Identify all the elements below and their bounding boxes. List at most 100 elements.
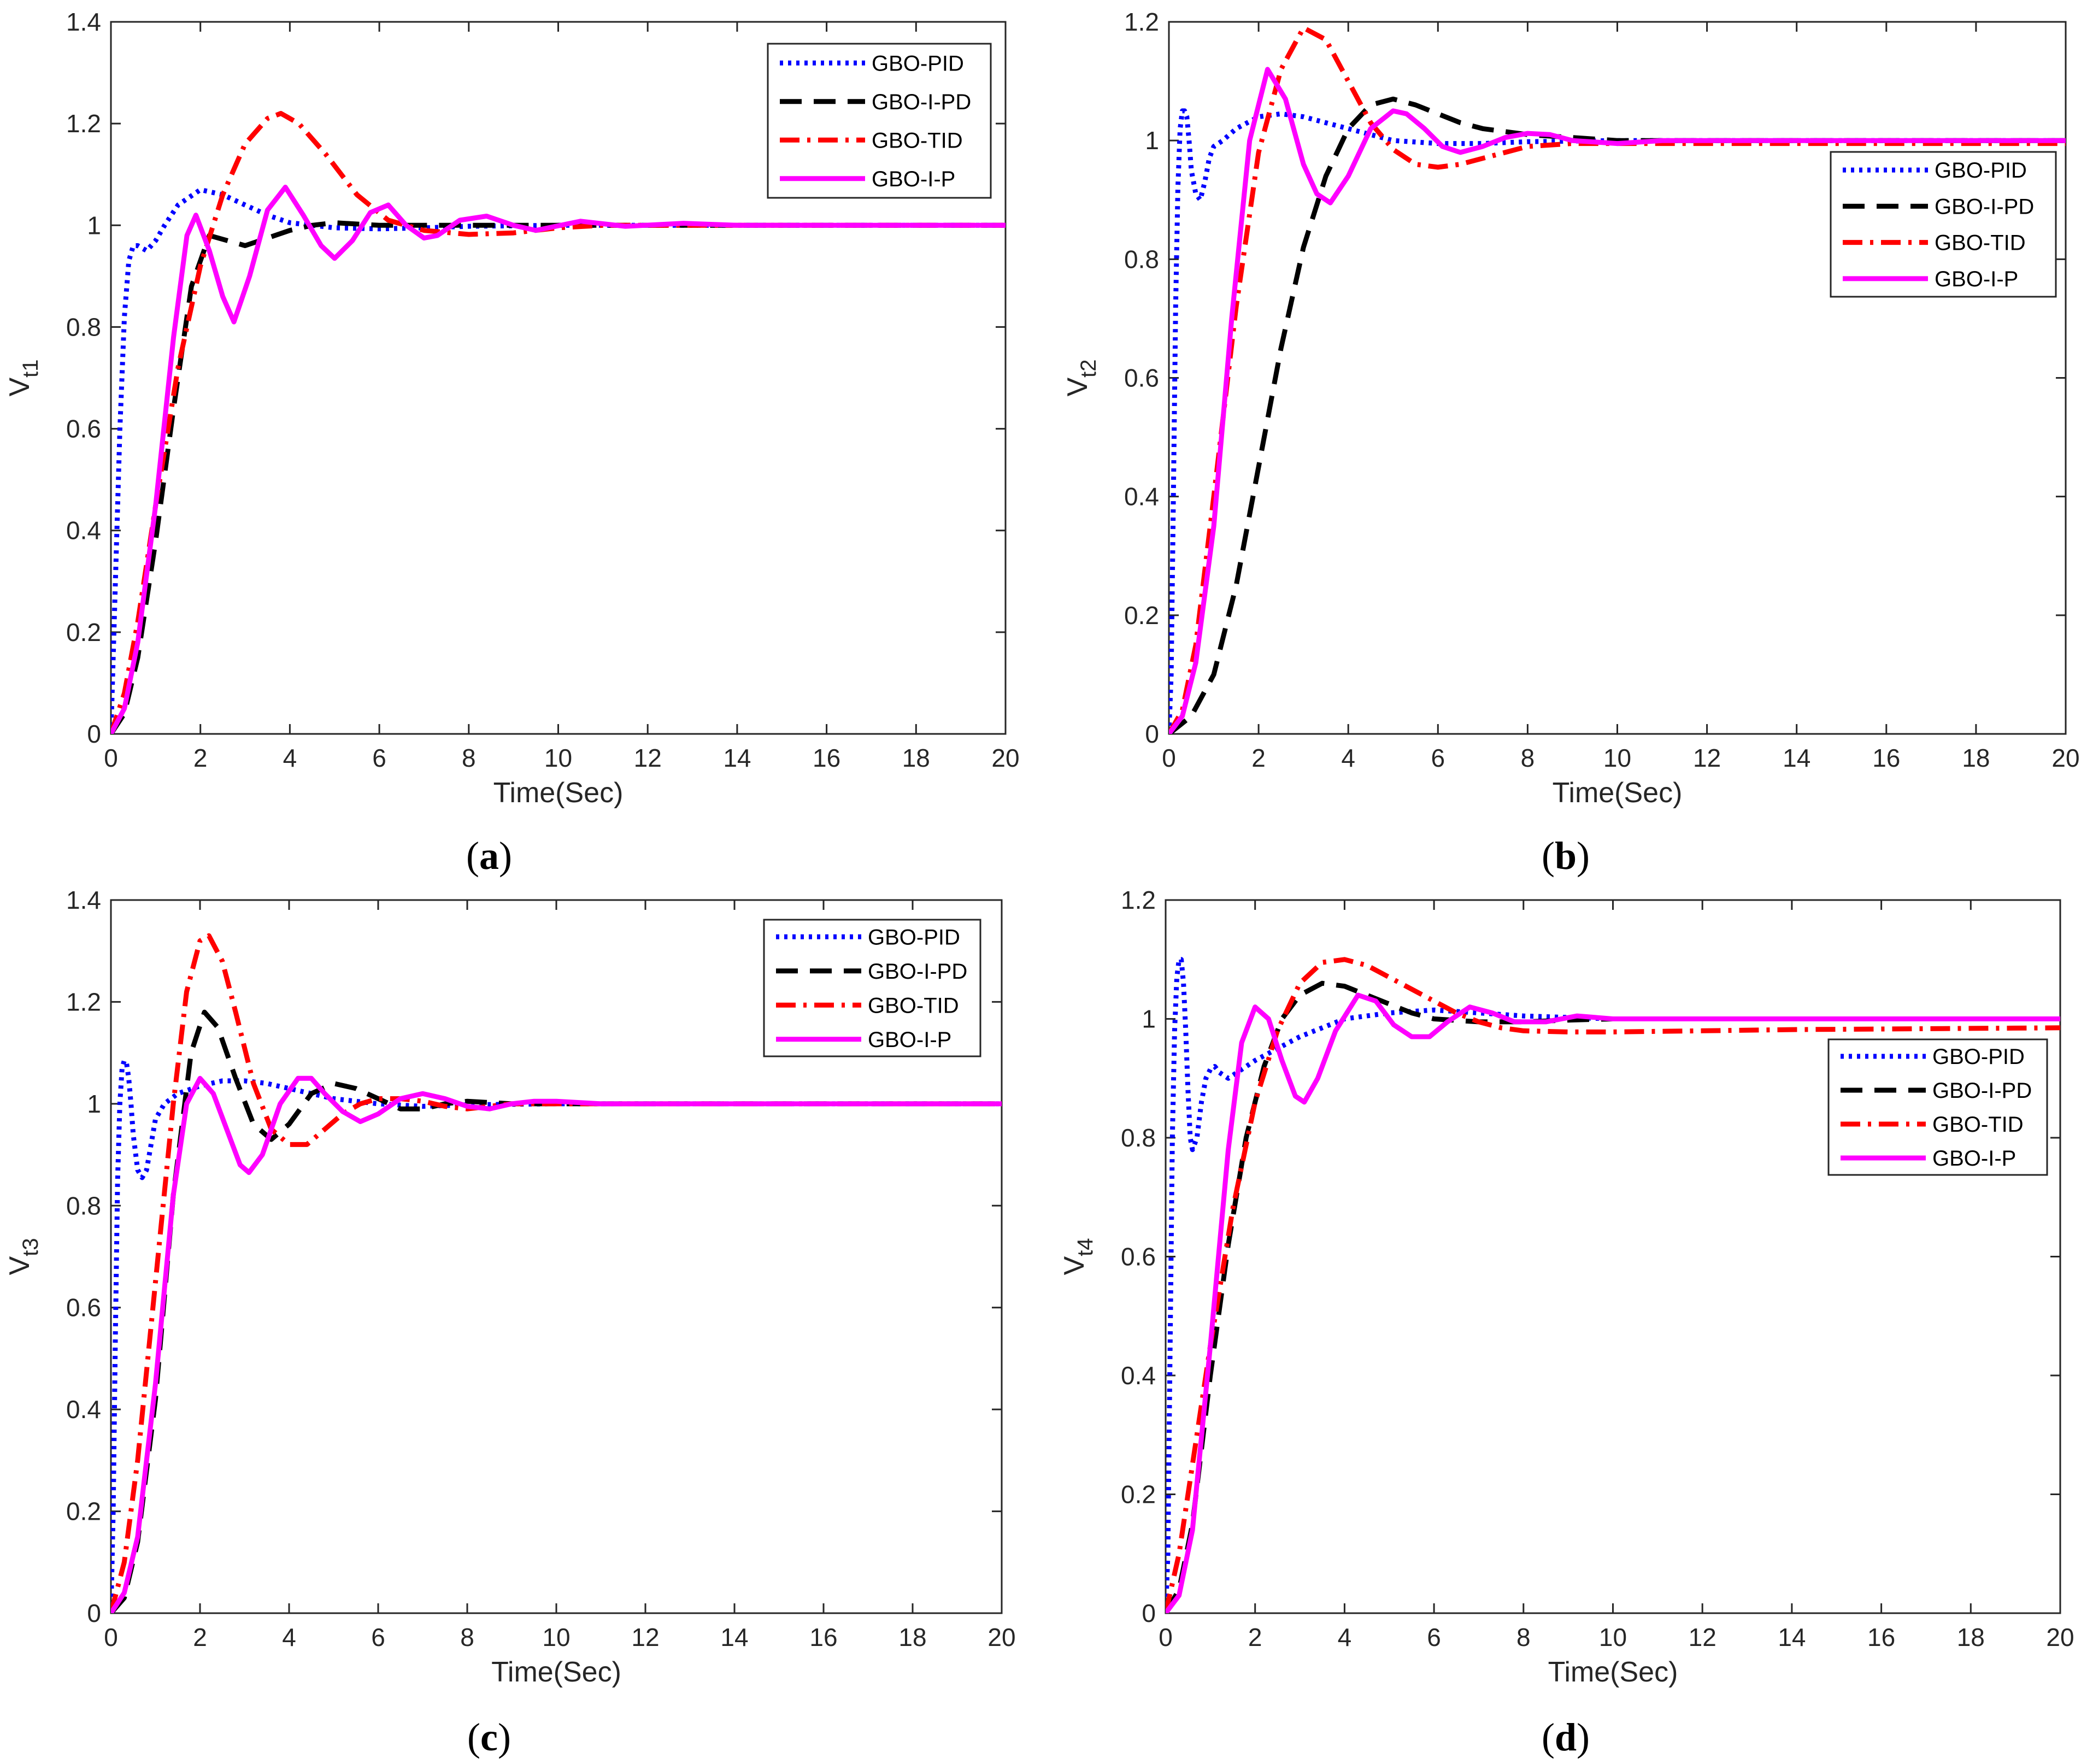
x-tick-label: 14 (1783, 744, 1810, 772)
x-tick-label: 14 (723, 744, 751, 772)
x-tick-label: 10 (1599, 1623, 1627, 1651)
legend-label: GBO-PID (872, 51, 964, 75)
y-tick-label: 1 (1142, 1005, 1156, 1033)
legend-label: GBO-I-P (1935, 267, 2018, 291)
y-tick-label: 0.8 (66, 313, 101, 341)
y-tick-label: 0 (1142, 1599, 1156, 1627)
chart-panel-d: 0 2 4 6 8 10 12 14 16 18 20 0 0.2 0.4 0.6 0.8 1 1.2 Time(S… (1059, 886, 2074, 1759)
x-tick-label: 16 (813, 744, 840, 772)
x-tick-label: 10 (1603, 744, 1631, 772)
y-tick-label: 0.8 (1124, 245, 1159, 273)
y-tick-label: 0.2 (66, 618, 101, 646)
x-tick-label: 0 (104, 744, 118, 772)
plot-area (1168, 21, 2067, 735)
x-tick-label: 14 (1778, 1623, 1806, 1651)
y-axis-label: Vt1 (4, 359, 43, 396)
legend-box (767, 43, 992, 199)
y-tick-label: 1.2 (1124, 8, 1159, 36)
x-tick-label: 8 (1516, 1623, 1531, 1651)
y-axis-label-subscript: t1 (19, 359, 43, 377)
series-line-gbo-i-p (1166, 992, 2060, 1613)
y-axis-label-subscript: t3 (19, 1238, 43, 1256)
legend-label: GBO-I-PD (1932, 1079, 2032, 1103)
x-tick-label: 12 (631, 1623, 659, 1651)
x-tick-label: 14 (720, 1623, 748, 1651)
legend: GBO-PID GBO-I-PD GBO-TID GBO-I-P (763, 919, 981, 1057)
y-tick-label: 0.2 (1124, 601, 1159, 630)
caption-close: ) (498, 1715, 511, 1759)
y-axis-label-main: V (4, 378, 36, 397)
x-tick-label: 4 (1341, 744, 1355, 772)
x-tick-label: 2 (1251, 744, 1266, 772)
y-tick-label: 1 (87, 211, 101, 239)
legend-label: GBO-I-PD (868, 960, 967, 984)
y-axis-label-subscript: t2 (1077, 359, 1101, 377)
caption-open: ( (1542, 834, 1555, 878)
x-tick-label: 20 (987, 1623, 1015, 1651)
legend-box (763, 919, 981, 1057)
x-tick-label: 6 (1427, 1623, 1441, 1651)
legend-label: GBO-PID (868, 925, 960, 949)
y-axis-label-subscript: t4 (1073, 1238, 1097, 1256)
legend-box (1830, 151, 2057, 298)
y-tick-label: 0.2 (1121, 1480, 1156, 1509)
series-line-gbo-tid (111, 111, 1006, 734)
plot-area (1165, 899, 2061, 1614)
y-tick-label: 1.2 (1121, 886, 1156, 914)
legend-label: GBO-TID (872, 128, 963, 152)
y-axis-label: Vt4 (1059, 1238, 1097, 1275)
legend-label: GBO-TID (1935, 231, 2026, 255)
chart-panel-c: 0 2 4 6 8 10 12 14 16 18 20 0 0.2 0.4 0.6 0.8 1 1.2 1.4 Tim… (4, 886, 1016, 1759)
caption-open: ( (466, 834, 479, 878)
panel-caption: (b) (1542, 834, 1590, 878)
y-tick-label: 0.4 (66, 516, 101, 545)
y-tick-label: 0.4 (1124, 483, 1159, 511)
x-tick-label: 20 (2046, 1623, 2074, 1651)
y-axis-label-main: V (1062, 378, 1094, 397)
x-tick-label: 18 (1957, 1623, 1985, 1651)
caption-close: ) (499, 834, 512, 878)
legend-label: GBO-TID (868, 993, 959, 1018)
legend-label: GBO-I-P (868, 1028, 951, 1052)
legend-label: GBO-PID (1932, 1045, 2025, 1069)
legend-label: GBO-I-P (872, 167, 955, 191)
caption-open: ( (467, 1715, 480, 1759)
legend: GBO-PID GBO-I-PD GBO-TID GBO-I-P (767, 43, 992, 199)
y-tick-label: 0.6 (1121, 1243, 1156, 1271)
x-tick-label: 8 (1521, 744, 1535, 772)
legend-label: GBO-I-PD (1935, 195, 2034, 219)
series-line-gbo-tid (111, 933, 1002, 1613)
x-tick-label: 16 (1872, 744, 1900, 772)
x-tick-label: 12 (1689, 1623, 1716, 1651)
x-tick-label: 10 (542, 1623, 570, 1651)
y-tick-label: 0.4 (1121, 1361, 1156, 1390)
legend: GBO-PID GBO-I-PD GBO-TID GBO-I-P (1830, 151, 2057, 298)
series-line-gbo-i-pd (111, 220, 1006, 734)
series-line-gbo-i-p (111, 185, 1006, 734)
legend-label: GBO-PID (1935, 158, 2027, 183)
y-tick-label: 0 (1145, 720, 1159, 748)
x-tick-label: 4 (1338, 1623, 1352, 1651)
panel-caption: (c) (467, 1715, 511, 1759)
x-tick-label: 8 (462, 744, 476, 772)
x-tick-label: 10 (544, 744, 572, 772)
legend-box (1827, 1038, 2048, 1176)
x-tick-label: 18 (902, 744, 930, 772)
series-line-gbo-pid (111, 187, 1006, 734)
x-tick-label: 20 (2051, 744, 2079, 772)
x-axis-label: Time(Sec) (1553, 777, 1683, 809)
x-tick-label: 6 (371, 1623, 385, 1651)
y-tick-label: 1 (87, 1090, 101, 1118)
series-line-gbo-i-pd (1169, 96, 2066, 734)
y-tick-label: 1 (1145, 126, 1159, 155)
series-line-gbo-i-p (111, 1075, 1002, 1613)
caption-close: ) (1577, 1715, 1590, 1759)
y-tick-label: 1.4 (66, 8, 101, 36)
y-tick-label: 0 (87, 720, 101, 748)
x-axis-label: Time(Sec) (1548, 1656, 1678, 1688)
legend-label: GBO-I-PD (872, 90, 971, 114)
x-tick-label: 4 (283, 744, 297, 772)
x-tick-label: 8 (460, 1623, 474, 1651)
x-tick-label: 12 (1693, 744, 1721, 772)
x-tick-label: 16 (1867, 1623, 1895, 1651)
